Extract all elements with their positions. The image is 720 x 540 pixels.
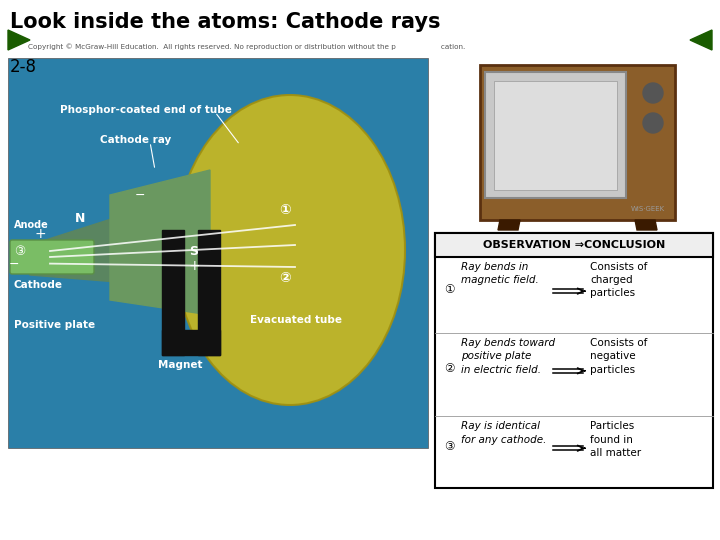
Circle shape: [643, 83, 663, 103]
Polygon shape: [498, 220, 520, 230]
Text: Copyright © McGraw-Hill Education.  All rights reserved. No reproduction or dist: Copyright © McGraw-Hill Education. All r…: [28, 43, 465, 50]
Text: ①: ①: [279, 203, 291, 217]
FancyBboxPatch shape: [435, 233, 713, 257]
Text: ②: ②: [444, 362, 454, 375]
Text: Anode: Anode: [14, 220, 49, 230]
Text: +: +: [34, 227, 46, 241]
Polygon shape: [162, 230, 184, 355]
Circle shape: [643, 113, 663, 133]
FancyBboxPatch shape: [485, 72, 626, 198]
Ellipse shape: [175, 95, 405, 405]
Text: +: +: [188, 259, 200, 273]
Polygon shape: [635, 220, 657, 230]
Text: Look inside the atoms: Cathode rays: Look inside the atoms: Cathode rays: [10, 12, 441, 32]
Text: Cathode: Cathode: [14, 280, 63, 290]
FancyBboxPatch shape: [435, 233, 713, 488]
Text: −: −: [135, 188, 145, 201]
Text: WIS·GEEK: WIS·GEEK: [631, 206, 665, 212]
Polygon shape: [30, 205, 155, 285]
Text: ③: ③: [14, 245, 26, 258]
Text: −: −: [9, 258, 19, 271]
Text: Ray bends in
magnetic field.: Ray bends in magnetic field.: [461, 262, 539, 285]
FancyBboxPatch shape: [8, 58, 428, 448]
FancyBboxPatch shape: [494, 81, 617, 190]
Text: Consists of
charged
particles: Consists of charged particles: [590, 262, 647, 299]
FancyBboxPatch shape: [480, 65, 675, 220]
Text: 2-8: 2-8: [10, 58, 37, 76]
Polygon shape: [198, 230, 220, 355]
Text: OBSERVATION ⇒CONCLUSION: OBSERVATION ⇒CONCLUSION: [483, 240, 665, 250]
Text: Cathode ray: Cathode ray: [100, 135, 171, 145]
Text: ③: ③: [444, 440, 454, 453]
Text: S: S: [189, 245, 199, 258]
Polygon shape: [162, 330, 220, 355]
Text: Phosphor-coated end of tube: Phosphor-coated end of tube: [60, 105, 232, 115]
Polygon shape: [690, 30, 712, 50]
Text: Particles
found in
all matter: Particles found in all matter: [590, 421, 641, 458]
Polygon shape: [110, 170, 210, 315]
Text: Magnet: Magnet: [158, 360, 202, 370]
Text: Consists of
negative
particles: Consists of negative particles: [590, 338, 647, 375]
Text: Ray bends toward
positive plate
in electric field.: Ray bends toward positive plate in elect…: [461, 338, 555, 375]
Polygon shape: [8, 30, 30, 50]
Text: ②: ②: [279, 271, 291, 285]
Text: N: N: [75, 212, 85, 225]
Text: ①: ①: [444, 282, 454, 295]
Text: Ray is identical
for any cathode.: Ray is identical for any cathode.: [461, 421, 546, 444]
FancyBboxPatch shape: [10, 240, 94, 274]
Text: Positive plate: Positive plate: [14, 320, 95, 330]
Text: Evacuated tube: Evacuated tube: [250, 315, 342, 325]
